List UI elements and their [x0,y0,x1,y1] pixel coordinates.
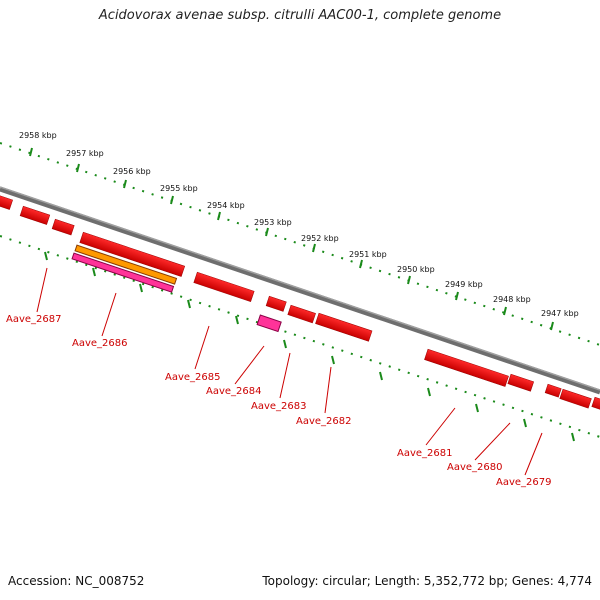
gene-label: Aave_2683 [251,401,307,412]
gene-features [0,192,600,414]
outer-major-ticks [29,147,554,331]
kbp-label: 2955 kbp [160,184,198,193]
genome-backbone [0,186,600,395]
kbp-label: 2958 kbp [19,131,57,140]
kbp-label: 2949 kbp [445,280,483,289]
inner-major-ticks [44,251,575,442]
gene-label: Aave_2682 [296,416,352,427]
kbp-label: 2952 kbp [301,234,339,243]
gene-label: Aave_2684 [206,386,262,397]
kbp-labels: 2958 kbp 2957 kbp 2956 kbp 2955 kbp 2954… [19,131,579,318]
kbp-label: 2951 kbp [349,250,387,259]
genome-summary-text: Topology: circular; Length: 5,352,772 bp… [262,574,592,588]
label-leaders [36,267,543,476]
map-title: Acidovorax avenae subsp. citrulli AAC00-… [98,8,502,23]
gene-label: Aave_2679 [496,477,552,488]
kbp-label: 2957 kbp [66,149,104,158]
gene-label: Aave_2681 [397,448,453,459]
kbp-label: 2950 kbp [397,265,435,274]
gene-label: Aave_2687 [6,314,62,325]
kbp-label: 2947 kbp [541,309,579,318]
gene-label: Aave_2685 [165,372,221,383]
kbp-label: 2954 kbp [207,201,245,210]
accession-text: Accession: NC_008752 [8,574,145,588]
kbp-label: 2953 kbp [254,218,292,227]
gene-labels: Aave_2687 Aave_2686 Aave_2685 Aave_2684 … [6,314,552,488]
kbp-label: 2948 kbp [493,295,531,304]
gene-label: Aave_2680 [447,462,503,473]
kbp-label: 2956 kbp [113,167,151,176]
gene-label: Aave_2686 [72,338,128,349]
